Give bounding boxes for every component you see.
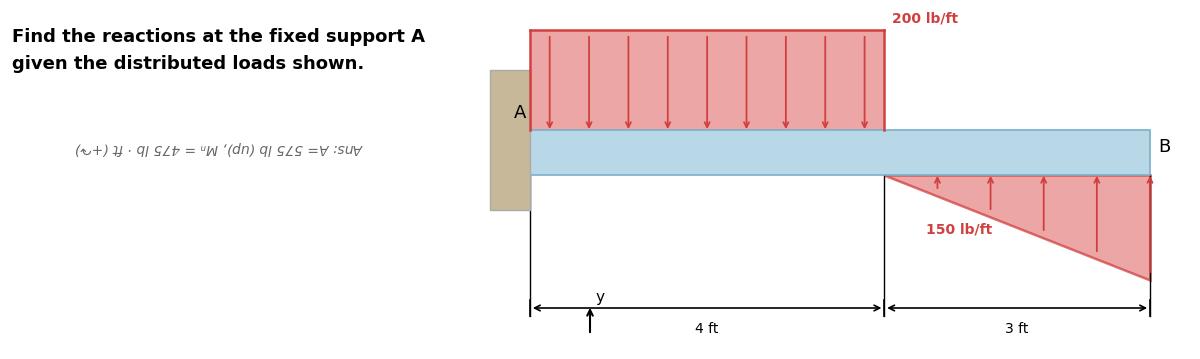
Text: given the distributed loads shown.: given the distributed loads shown. (12, 55, 365, 73)
Text: Ans: A= 575 lb (up), Mₙ = 475 lb · ft (+↷): Ans: A= 575 lb (up), Mₙ = 475 lb · ft (+… (76, 141, 364, 155)
Text: A: A (514, 104, 526, 122)
Text: B: B (1158, 139, 1170, 157)
Text: Find the reactions at the fixed support A: Find the reactions at the fixed support … (12, 28, 425, 46)
Text: 200 lb/ft: 200 lb/ft (893, 11, 959, 25)
Text: y: y (595, 290, 604, 305)
Bar (530, 30, 884, 130)
Text: 150 lb/ft: 150 lb/ft (925, 223, 992, 237)
Text: 3 ft: 3 ft (1006, 322, 1028, 336)
Bar (530, 130, 1150, 175)
Bar (490, 70, 530, 210)
Polygon shape (884, 175, 1150, 280)
Text: 4 ft: 4 ft (696, 322, 719, 336)
